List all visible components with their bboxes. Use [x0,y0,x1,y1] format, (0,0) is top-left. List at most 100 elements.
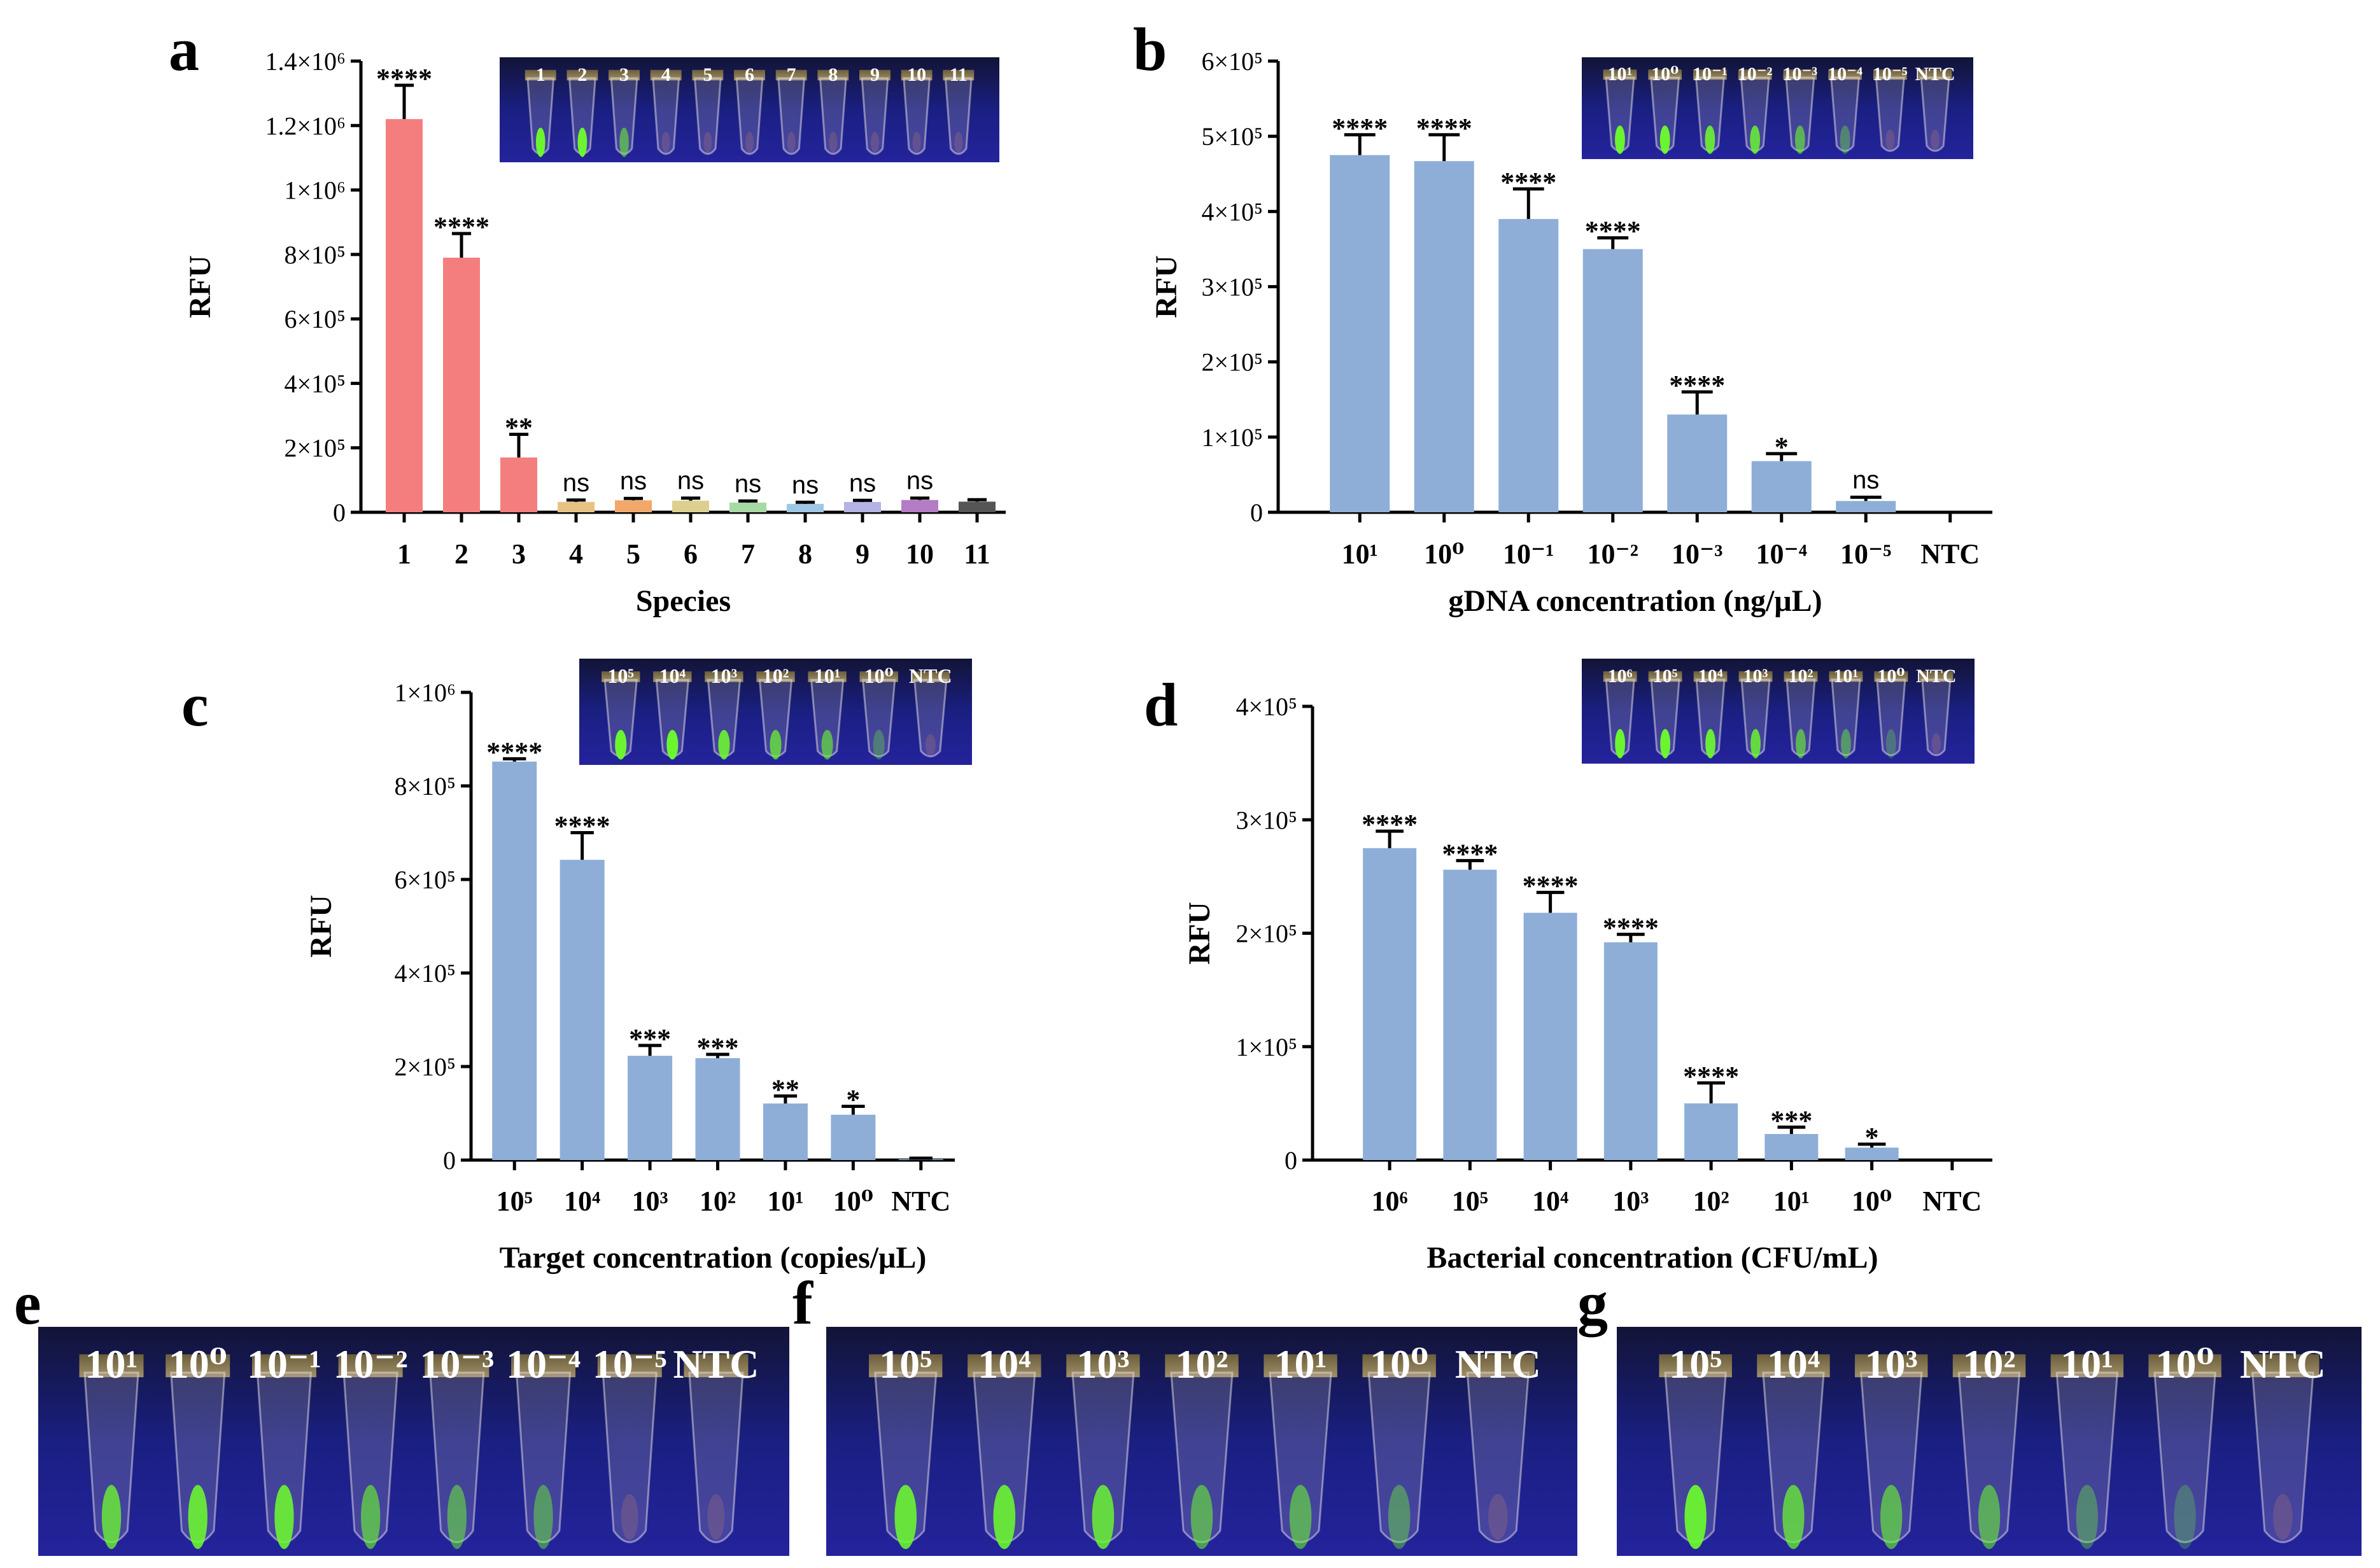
tube [1875,76,1905,152]
significance-marker: ** [505,412,533,443]
no-fluorescence [925,734,936,755]
chart-panel-c: 02×10⁵4×10⁵6×10⁵8×10⁵1×10⁶****10⁵****10⁴… [304,678,955,1275]
tube-label: NTC [1915,64,1955,85]
tube-label: NTC [1455,1341,1541,1387]
x-tick-label: NTC [891,1186,950,1217]
bar [1603,942,1658,1160]
x-tick-label: 10⁻² [1588,538,1638,570]
significance-marker: * [846,1084,860,1115]
y-tick-label: 2×10⁵ [394,1053,456,1081]
chart-panel-b: 01×10⁵2×10⁵3×10⁵4×10⁵5×10⁵6×10⁵****10¹**… [1150,47,1992,618]
bar [1414,161,1474,512]
bar [560,860,605,1160]
x-tick-label: 10² [1693,1186,1729,1217]
tube-label: 10⁰ [1651,64,1679,85]
tube-label: 10 [907,64,926,85]
no-fluorescence [1488,1494,1508,1540]
panel-label-a: a [169,15,199,83]
bar [959,501,996,512]
photo-background [38,1327,789,1556]
tube-label: 10⁰ [1370,1341,1428,1387]
no-fluorescence [707,1494,725,1540]
y-tick-label: 4×10⁵ [394,959,456,988]
no-fluorescence [870,132,879,153]
x-tick-label: NTC [1922,1186,1982,1217]
tube-label: 2 [577,64,587,85]
tube-label: 10⁻² [334,1341,408,1387]
fluorescence [447,1485,467,1550]
tube-label: 8 [828,64,838,85]
y-tick-label: 0 [1250,498,1263,527]
fluorescence [1705,729,1715,759]
no-fluorescence [1931,733,1941,755]
tube [2153,1371,2216,1543]
panel-label-e: e [14,1269,41,1337]
bar [1751,461,1812,512]
bar [729,502,766,512]
x-tick-label: 10 [906,538,934,570]
bar [1764,1134,1819,1160]
bar [901,500,938,512]
significance-marker: ns [1852,466,1879,494]
significance-marker: *** [1770,1105,1812,1136]
tube [735,77,764,155]
x-tick-label: 10⁻³ [1672,538,1722,570]
significance-marker: ns [563,469,589,497]
fluorescence [1615,729,1626,759]
y-tick-label: 5×10⁵ [1201,122,1263,151]
tube-label: 10⁴ [1698,666,1723,687]
x-tick-label: 10² [700,1186,736,1217]
y-tick-label: 1×10⁶ [284,176,346,205]
significance-marker: ** [771,1074,799,1105]
panel-label-d: d [1144,671,1178,739]
y-tick-label: 1×10⁵ [1236,1033,1297,1061]
x-tick-label: 10⁻⁵ [1840,538,1891,570]
bar [1330,155,1390,513]
fluorescence [101,1485,122,1550]
tube-label: 10⁴ [659,664,686,687]
x-tick-label: 5 [626,538,640,570]
tube [1921,678,1952,757]
y-tick-label: 1.4×10⁶ [265,47,346,76]
x-axis-title: Bacterial concentration (CFU/mL) [1426,1241,1878,1275]
tube [1367,1371,1431,1543]
y-tick-label: 3×10⁵ [1236,806,1297,834]
fluorescence [1705,125,1715,155]
bar [615,500,652,512]
fluorescence [1660,729,1671,759]
x-tick-label: 10⁵ [1452,1186,1488,1217]
y-axis-title: RFU [1150,255,1183,318]
fluorescence [1796,729,1806,759]
tube-label: 10⁻⁵ [593,1341,667,1387]
x-tick-label: 10⁻¹ [1503,538,1554,570]
bar [558,501,595,512]
fluorescence [718,729,730,760]
x-tick-label: 10⁶ [1372,1186,1408,1217]
tube-label: 5 [703,64,712,85]
no-fluorescence [1931,129,1940,150]
fluorescence [577,127,588,157]
tube [1920,76,1950,152]
fluorescence [188,1485,208,1550]
x-axis-title: Target concentration (copies/μL) [500,1241,927,1275]
significance-marker: **** [1442,838,1498,869]
tube-photo-inset-c: 10⁵ 10⁴ 10³ 10² 10¹ 10⁰ NTC [579,659,972,765]
x-tick-label: 6 [684,538,698,570]
y-tick-label: 2×10⁵ [1236,920,1297,948]
x-tick-label: 10⁻⁴ [1756,538,1807,570]
fluorescence [2076,1485,2098,1550]
fluorescence [535,127,546,157]
bar [386,119,423,512]
tube-label: 10⁶ [1608,666,1633,687]
tube-label: 11 [950,64,968,85]
fluorescence [894,1485,917,1550]
fluorescence [619,127,629,157]
tube-label: NTC [673,1341,759,1387]
tube [1466,1371,1530,1543]
significance-marker: **** [1585,216,1641,247]
tube-label: 7 [787,64,796,85]
fluorescence [1782,1485,1805,1550]
tube-label: 10⁵ [607,664,634,687]
tube [777,77,806,155]
y-tick-label: 2×10⁵ [1201,348,1263,377]
